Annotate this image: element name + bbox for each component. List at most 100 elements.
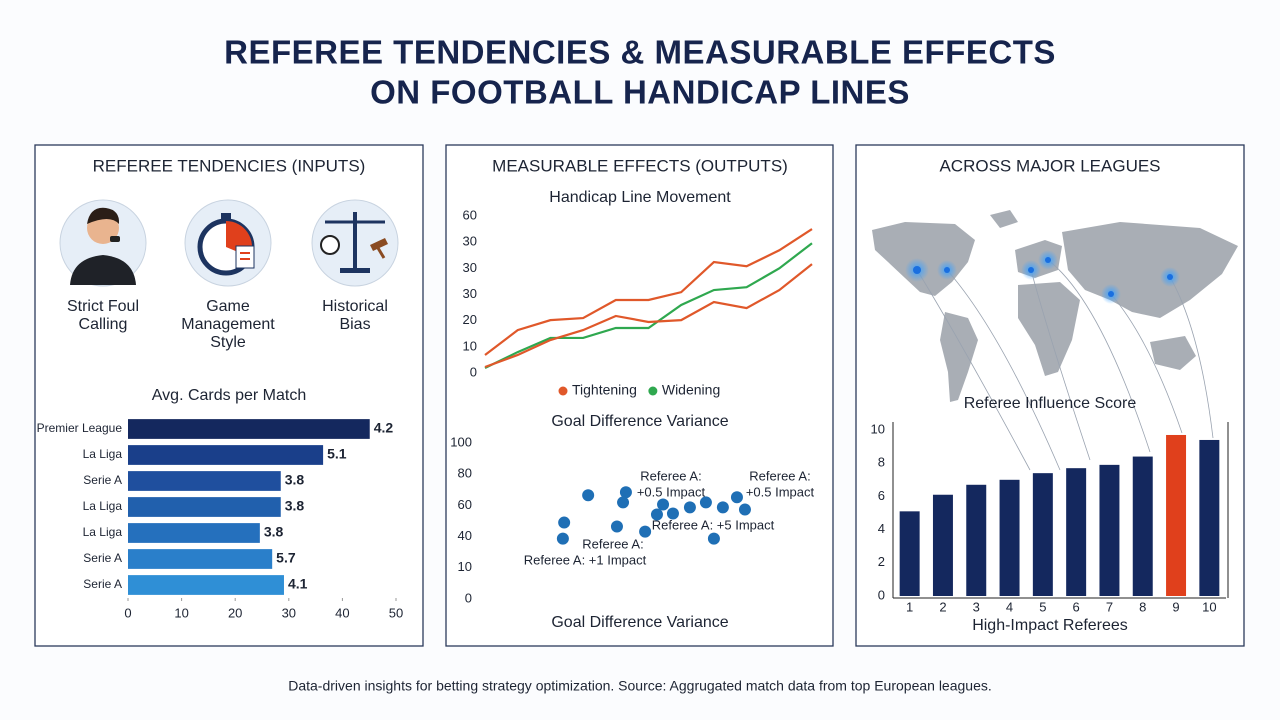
bar-annotation: 3.8 [285, 498, 305, 514]
y-tick-label: 40 [458, 528, 472, 543]
category-label: Serie A [83, 551, 122, 565]
input-label: Bias [339, 316, 370, 333]
chart-title: Referee Influence Score [964, 395, 1137, 412]
y-tick-label: 0 [878, 587, 885, 602]
scatter-point [716, 501, 729, 514]
x-tick-label: 7 [1106, 599, 1113, 614]
map-hotspots [905, 250, 1180, 304]
x-tick-label: 10 [1202, 599, 1216, 614]
legend-swatch [648, 386, 658, 396]
category-label: La Liga [83, 447, 123, 461]
category-label: La Liga [83, 525, 123, 539]
input-label: Style [210, 334, 246, 351]
line [484, 228, 813, 356]
bar [128, 471, 281, 491]
input-label: Management [181, 316, 275, 333]
scatter-point [617, 496, 630, 509]
title-line: REFEREE TENDENCIES & MEASURABLE EFFECTS [224, 34, 1056, 71]
x-tick-label: 6 [1073, 599, 1080, 614]
y-tick-label: 80 [458, 466, 472, 481]
y-tick-label: 2 [878, 554, 885, 569]
scatter-point [666, 507, 679, 520]
y-tick-label: 0 [465, 590, 472, 605]
x-tick-label: 3 [973, 599, 980, 614]
chart-title: Handicap Line Movement [549, 189, 731, 206]
scatter-point [610, 520, 623, 533]
y-tick-label: 20 [463, 312, 477, 327]
bar-annotation: 3.8 [285, 472, 305, 488]
scatter-point [582, 489, 595, 502]
legend-label: Widening [662, 382, 720, 398]
bar-annotation: 4.1 [288, 576, 308, 592]
bar [128, 575, 284, 595]
x-tick-label: 20 [228, 605, 242, 620]
category-label: Serie A [83, 577, 122, 591]
y-tick-label: 0 [470, 364, 477, 379]
line [484, 263, 813, 369]
bar-annotation: 5.1 [327, 446, 347, 462]
bar-annotation: 4.2 [374, 420, 394, 436]
bar [128, 497, 281, 517]
bar [128, 549, 273, 569]
footer: Data-driven insights for betting strateg… [288, 678, 992, 694]
x-tick-label: 8 [1139, 599, 1146, 614]
x-tick-label: 9 [1172, 599, 1179, 614]
y-tick-label: 30 [463, 234, 477, 249]
bar [1199, 439, 1220, 596]
annotation: +0.5 Impact [637, 484, 706, 499]
scatter-point [699, 496, 712, 509]
input-label: Calling [79, 316, 128, 333]
scatter-point [639, 525, 652, 538]
scatter-point [730, 491, 743, 504]
panel-title: MEASURABLE EFFECTS (OUTPUTS) [492, 156, 788, 175]
y-tick-label: 30 [463, 286, 477, 301]
bar-annotation: 5.7 [276, 550, 296, 566]
x-tick-label: 0 [124, 605, 131, 620]
scatter-point [707, 532, 720, 545]
bar [1066, 468, 1087, 596]
map-connectors [916, 259, 1214, 471]
scatter-point [683, 501, 696, 514]
y-tick-label: 10 [871, 421, 885, 436]
x-tick-label: 4 [1006, 599, 1013, 614]
bar [128, 523, 260, 543]
x-tick-label: 40 [335, 605, 349, 620]
y-tick-label: 10 [458, 559, 472, 574]
annotation: Referee A: [640, 468, 701, 483]
icon-stopwatch [184, 199, 272, 287]
bar [1032, 473, 1053, 596]
scatter-point [556, 532, 569, 545]
y-tick-label: 60 [463, 207, 477, 222]
line [484, 242, 813, 370]
y-tick-label: 8 [878, 455, 885, 470]
input-label: Game [206, 298, 250, 315]
scatter-point [558, 516, 571, 529]
annotation: Referee A: +1 Impact [524, 552, 647, 567]
scatter-point [619, 486, 632, 499]
y-tick-label: 30 [463, 260, 477, 275]
input-label: Historical [322, 298, 388, 315]
category-label: Premier League [37, 421, 123, 435]
x-tick-label: 50 [389, 605, 403, 620]
y-tick-label: 10 [463, 338, 477, 353]
bar [128, 445, 324, 465]
bar [999, 479, 1020, 596]
x-axis-label: Goal Difference Variance [551, 614, 728, 631]
x-tick-label: 2 [939, 599, 946, 614]
annotation: Referee A: [582, 536, 643, 551]
scatter-point [650, 508, 663, 521]
icon-referee [59, 199, 147, 287]
x-tick-label: 10 [174, 605, 188, 620]
category-label: Serie A [83, 473, 122, 487]
panel-title: REFEREE TENDENCIES (INPUTS) [93, 156, 366, 175]
chart-title: Goal Difference Variance [551, 413, 728, 430]
icon-scales [311, 199, 399, 287]
scatter-point [657, 498, 670, 511]
x-tick-label: 1 [906, 599, 913, 614]
title-line: ON FOOTBALL HANDICAP LINES [370, 74, 910, 111]
bar [1166, 434, 1187, 596]
bar [128, 419, 370, 439]
annotation: Referee A: +5 Impact [652, 517, 775, 532]
x-axis-label: High-Impact Referees [972, 617, 1128, 634]
